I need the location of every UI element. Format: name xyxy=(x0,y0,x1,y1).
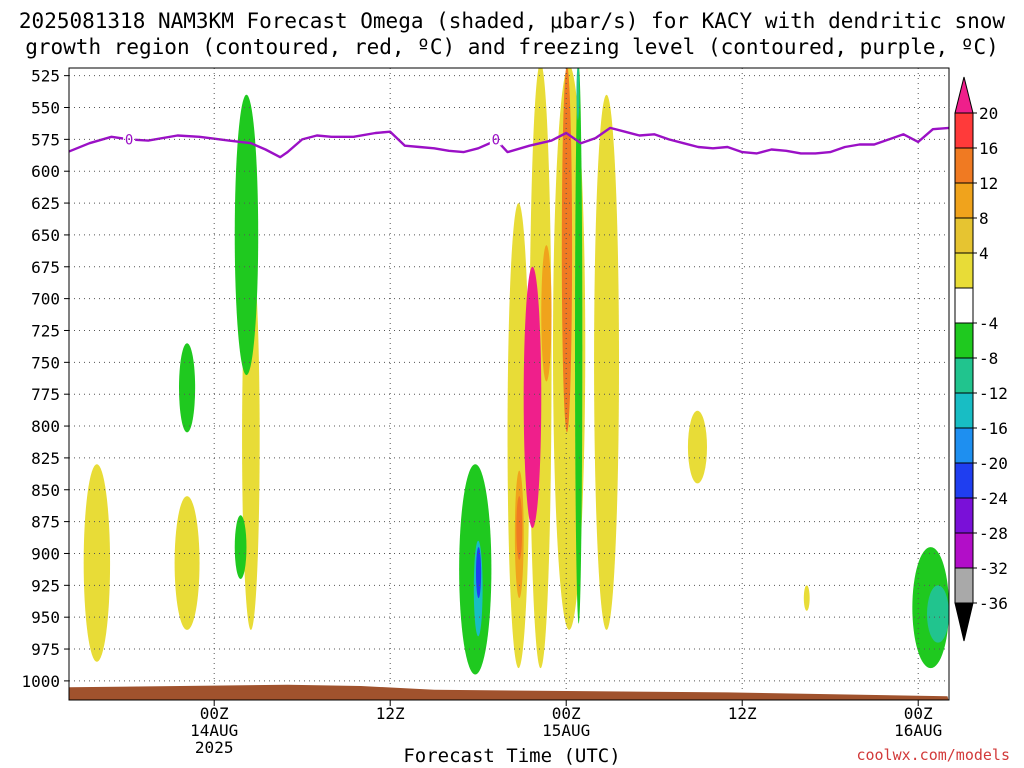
omega-feature-4 xyxy=(803,585,810,611)
x-axis-label: Forecast Time (UTC) xyxy=(403,745,621,767)
colorbar-bin-13 xyxy=(954,567,974,604)
y-tick-label-925: 925 xyxy=(31,576,60,595)
x-tick-date-0: 14AUG xyxy=(190,721,238,740)
colorbar-bin-7 xyxy=(954,357,974,394)
colorbar-bin-2 xyxy=(954,182,974,219)
colorbar-label-11: -28 xyxy=(979,524,1008,543)
y-tick-label-725: 725 xyxy=(31,321,60,340)
colorbar-label-2: 12 xyxy=(979,174,998,193)
credit-link[interactable]: coolwx.com/models xyxy=(856,746,1010,764)
colorbar-bin-12 xyxy=(954,532,974,569)
y-tick-label-1000: 1000 xyxy=(21,672,60,691)
y-tick-label-950: 950 xyxy=(31,608,60,627)
omega-feature-19 xyxy=(594,94,619,630)
omega-feature-1 xyxy=(174,496,200,630)
y-tick-label-975: 975 xyxy=(31,640,60,659)
omega-feature-5 xyxy=(234,94,259,376)
omega-feature-0 xyxy=(83,464,111,662)
y-tick-label-575: 575 xyxy=(31,130,60,149)
colorbar-bin-6 xyxy=(954,322,974,359)
terrain-area xyxy=(69,684,949,700)
x-tick-date-24: 15AUG xyxy=(542,721,590,740)
terrain-fill xyxy=(69,684,949,700)
y-tick-label-600: 600 xyxy=(31,162,60,181)
colorbar-bin-10 xyxy=(954,462,974,499)
omega-feature-23 xyxy=(927,585,949,643)
chart-title-line-1: 2025081318 NAM3KM Forecast Omega (shaded… xyxy=(18,9,1006,33)
y-tick-label-825: 825 xyxy=(31,449,60,468)
omega-feature-20 xyxy=(575,68,583,624)
colorbar-label-9: -20 xyxy=(979,454,1008,473)
omega-feature-15 xyxy=(541,245,552,382)
colorbar-bin-1 xyxy=(954,147,974,184)
x-tick-label-12: 12Z xyxy=(376,704,405,723)
omega-feature-6 xyxy=(179,343,196,433)
colorbar-label-6: -8 xyxy=(979,349,998,368)
y-tick-label-800: 800 xyxy=(31,417,60,436)
y-tick-label-875: 875 xyxy=(31,513,60,532)
colorbar-bin-4 xyxy=(954,252,974,289)
y-tick-label-650: 650 xyxy=(31,226,60,245)
colorbar-bin-3 xyxy=(954,217,974,254)
colorbar-label-0: 20 xyxy=(979,104,998,123)
y-tick-label-625: 625 xyxy=(31,194,60,213)
x-tick-year-0: 2025 xyxy=(195,738,234,757)
x-tick-label-48: 00Z xyxy=(904,704,933,723)
omega-feature-12 xyxy=(507,203,530,669)
colorbar-bin-5 xyxy=(954,287,974,324)
freezing-label-bg-0 xyxy=(123,131,136,146)
colorbar-label-12: -32 xyxy=(979,559,1008,578)
y-axis: 525 550 575 600 625 650 675 700 725 750 775 800 825 8… xyxy=(21,67,69,691)
freezing-level-line xyxy=(69,126,949,159)
plot-grid xyxy=(69,68,949,700)
colorbar-label-5: -4 xyxy=(979,314,998,333)
colorbar-label-10: -24 xyxy=(979,489,1008,508)
y-tick-label-700: 700 xyxy=(31,290,60,309)
y-tick-label-900: 900 xyxy=(31,544,60,563)
freezing-label-1: 0 xyxy=(492,132,500,148)
x-tick-date-48: 16AUG xyxy=(894,721,942,740)
colorbar-top-arrow xyxy=(954,76,974,114)
freezing-label-0: 0 xyxy=(125,132,133,148)
x-tick-label-0: 00Z xyxy=(200,704,229,723)
x-tick-label-36: 12Z xyxy=(728,704,757,723)
omega-feature-10 xyxy=(476,547,482,599)
colorbar: 20 16 12 8 4 -4 -8 -12 -16 -20 -24 -28 -32 -36 xyxy=(954,76,1008,642)
colorbar-label-7: -12 xyxy=(979,384,1008,403)
plot-frame xyxy=(68,67,950,701)
colorbar-label-13: -36 xyxy=(979,594,1008,613)
colorbar-label-8: -16 xyxy=(979,419,1008,438)
colorbar-bottom-arrow xyxy=(954,602,974,642)
omega-feature-7 xyxy=(234,515,247,579)
colorbar-bin-0 xyxy=(954,112,974,149)
freezing-label-bg-1 xyxy=(489,131,502,146)
colorbar-label-4: 4 xyxy=(979,244,989,263)
omega-feature-18 xyxy=(561,68,573,433)
colorbar-label-1: 16 xyxy=(979,139,998,158)
y-tick-label-850: 850 xyxy=(31,481,60,500)
omega-feature-3 xyxy=(687,410,707,484)
colorbar-label-3: 8 xyxy=(979,209,989,228)
omega-feature-16 xyxy=(523,266,542,528)
omega-feature-14 xyxy=(516,496,523,560)
y-tick-label-675: 675 xyxy=(31,258,60,277)
omega-shading xyxy=(83,68,949,675)
colorbar-bin-9 xyxy=(954,427,974,464)
colorbar-bin-11 xyxy=(954,497,974,534)
x-tick-label-24: 00Z xyxy=(552,704,581,723)
chart-title-line-2: growth region (contoured, red, ºC) and f… xyxy=(25,35,999,59)
colorbar-bin-8 xyxy=(954,392,974,429)
y-tick-label-750: 750 xyxy=(31,353,60,372)
y-tick-label-525: 525 xyxy=(31,67,60,86)
y-tick-label-550: 550 xyxy=(31,99,60,118)
y-tick-label-775: 775 xyxy=(31,385,60,404)
omega-feature-21 xyxy=(576,68,580,121)
